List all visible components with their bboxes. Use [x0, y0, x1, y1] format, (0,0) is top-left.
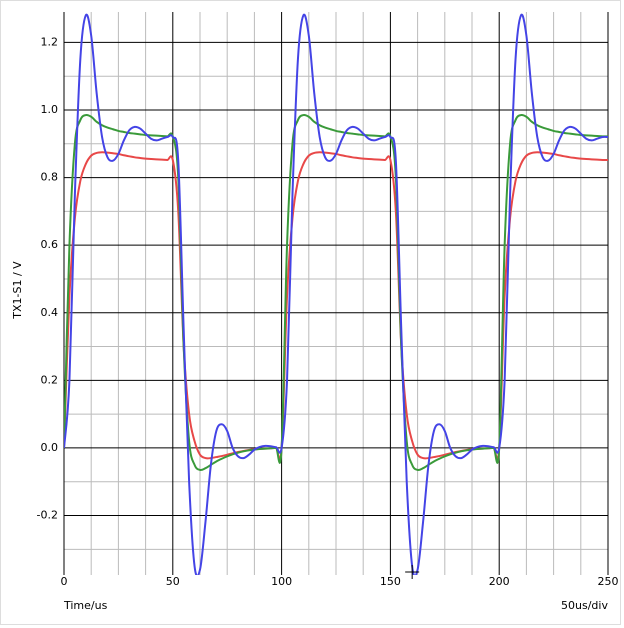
- cursor: [405, 565, 420, 579]
- y-tick-label: -0.2: [37, 509, 58, 522]
- x-tick-label: 100: [271, 575, 292, 588]
- y-tick-label: 1.0: [41, 103, 59, 116]
- y-tick-label: 0.8: [41, 171, 59, 184]
- y-tick-label: 1.2: [41, 35, 59, 48]
- scale-note: 50us/div: [561, 599, 608, 612]
- y-tick-label: 0.6: [41, 238, 59, 251]
- y-tick-label: 0.4: [41, 306, 59, 319]
- y-tick-label: 0.0: [41, 441, 59, 454]
- y-tick-label: 0.2: [41, 373, 59, 386]
- y-axis-label: TX1-S1 / V: [11, 261, 24, 320]
- series-line: [64, 151, 608, 461]
- x-tick-label: 250: [598, 575, 619, 588]
- x-axis-label: Time/us: [63, 599, 108, 612]
- x-tick-label: 0: [61, 575, 68, 588]
- series-line: [64, 13, 608, 575]
- x-tick-label: 150: [380, 575, 401, 588]
- x-tick-label: 50: [166, 575, 180, 588]
- x-tick-label: 200: [489, 575, 510, 588]
